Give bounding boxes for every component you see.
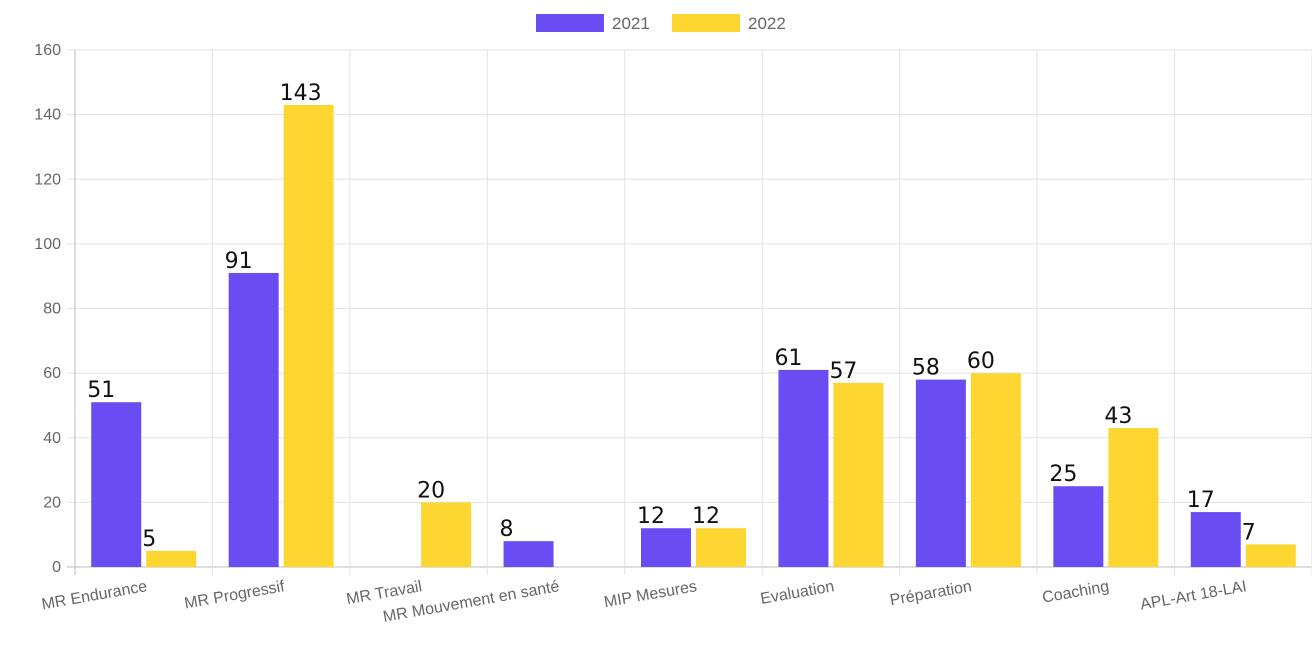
data-label: 143	[280, 81, 322, 106]
grid-lines	[67, 49, 1312, 575]
data-label: 8	[500, 517, 514, 542]
bar-2022	[970, 373, 1021, 567]
bar-2021	[228, 272, 279, 567]
y-axis: 0 20 40 60 80 100 120 140 160	[34, 42, 61, 576]
x-tick-label: Coaching	[1041, 578, 1111, 606]
y-tick-label: 20	[43, 494, 61, 511]
bar-2022	[146, 550, 197, 567]
y-tick-label: 40	[43, 430, 61, 447]
bar-2021	[503, 541, 554, 567]
bar-2021	[91, 402, 142, 567]
data-label: 5	[142, 527, 156, 552]
x-tick-label: APL-Art 18-LAI	[1139, 578, 1248, 613]
bar-2022	[696, 528, 746, 567]
data-label: 91	[225, 249, 253, 274]
bars	[91, 104, 1296, 568]
legend-swatch	[672, 14, 740, 32]
x-tick-label: Préparation	[889, 578, 973, 609]
legend-label: 2022	[748, 14, 786, 33]
data-label: 60	[967, 349, 995, 374]
bar-2022	[833, 382, 884, 567]
data-labels: 51 91 8 12 61 58 25 17 5 143 20 12 57 60 43 7	[87, 81, 1256, 552]
x-tick-label: Evaluation	[759, 578, 836, 608]
bar-2022	[421, 502, 472, 567]
bar-2021	[1190, 512, 1241, 567]
data-label: 43	[1104, 404, 1132, 429]
bar-2021	[915, 379, 966, 567]
data-label: 20	[417, 478, 445, 503]
data-label: 17	[1187, 488, 1215, 513]
data-label: 51	[87, 378, 115, 403]
y-tick-label: 120	[34, 171, 61, 188]
y-tick-label: 60	[43, 365, 61, 382]
x-tick-label: MR Endurance	[40, 578, 148, 613]
y-tick-label: 80	[43, 301, 61, 318]
bar-2022	[283, 104, 334, 568]
data-label: 12	[692, 504, 720, 529]
data-label: 61	[774, 346, 802, 371]
y-tick-label: 0	[52, 559, 61, 576]
bar-2022	[1245, 544, 1296, 567]
y-tick-label: 140	[34, 107, 61, 124]
y-tick-label: 100	[34, 236, 61, 253]
legend: 2021 2022	[536, 14, 786, 33]
legend-swatch	[536, 14, 604, 32]
data-label: 25	[1049, 462, 1077, 487]
x-tick-label: MR Progressif	[183, 578, 286, 612]
data-label: 57	[829, 359, 857, 384]
bar-2021	[778, 369, 829, 567]
x-tick-label: MIP Mesures	[603, 578, 698, 611]
bar-2021	[641, 528, 691, 567]
y-tick-label: 160	[34, 42, 61, 59]
bar-2022	[1108, 428, 1159, 567]
data-label: 58	[912, 356, 940, 381]
data-label: 12	[637, 504, 665, 529]
data-label: 7	[1242, 520, 1256, 545]
bar-2021	[1053, 486, 1104, 567]
legend-label: 2021	[612, 14, 650, 33]
